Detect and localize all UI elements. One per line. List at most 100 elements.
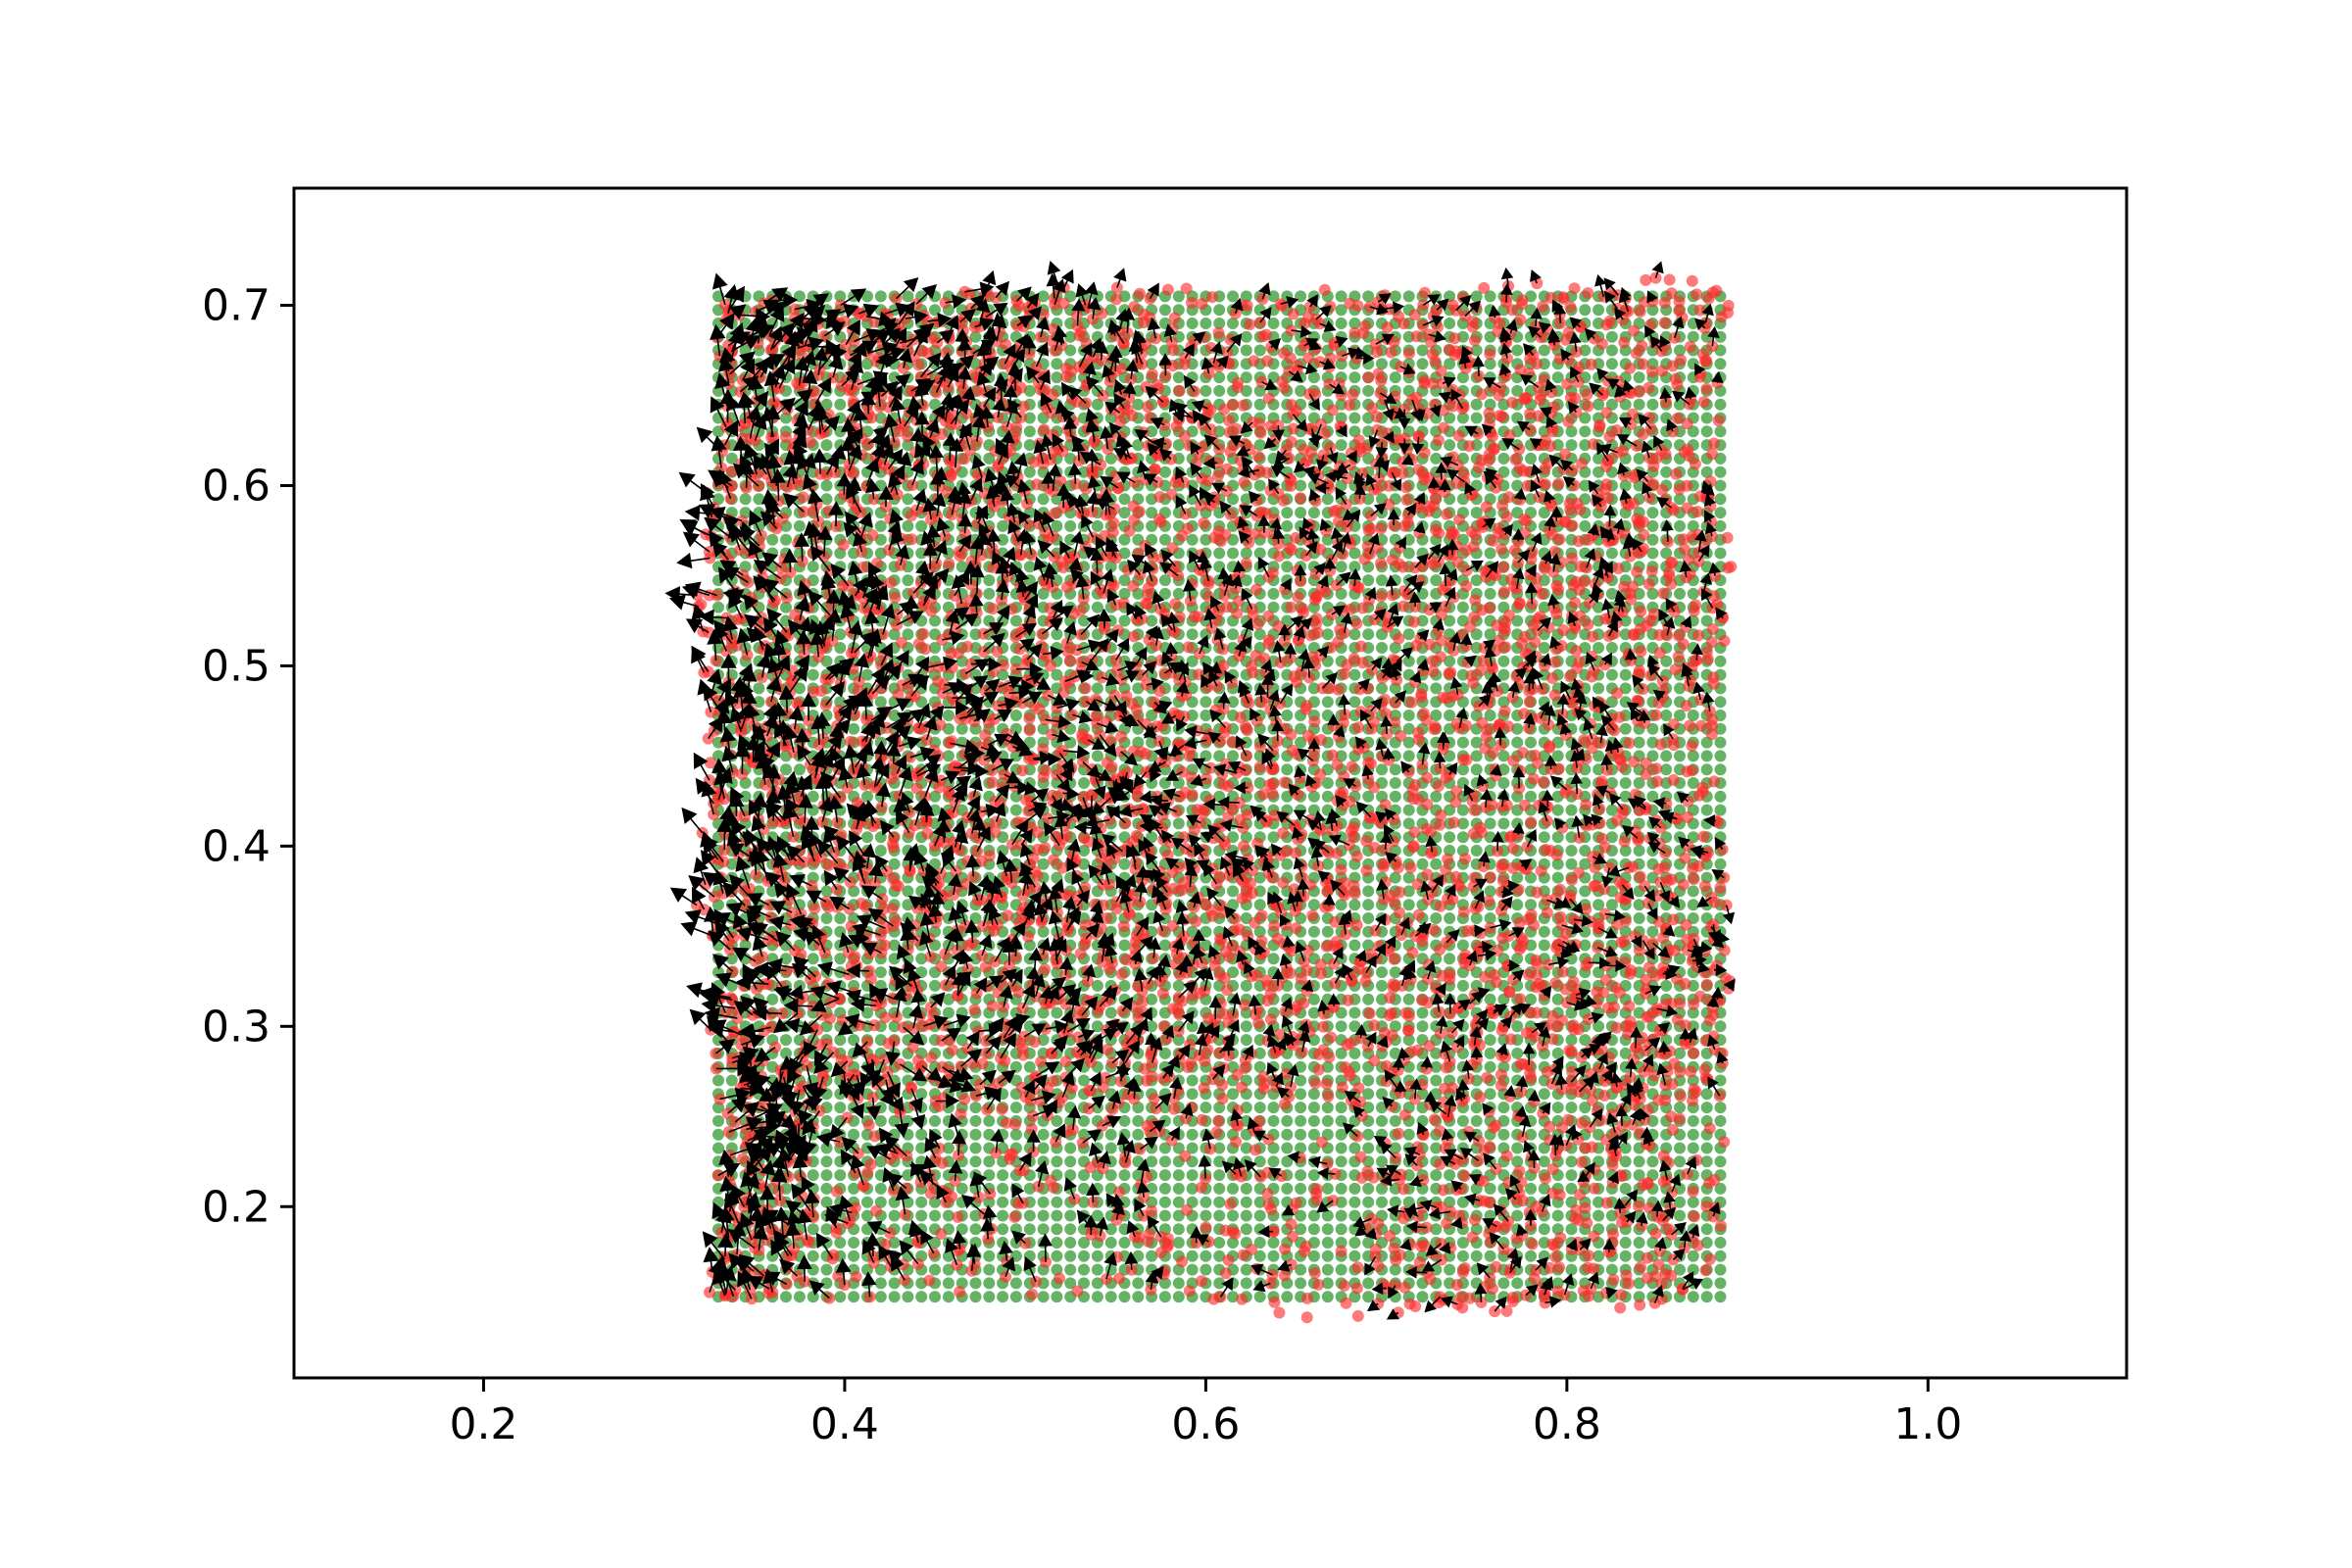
grid-point xyxy=(1362,993,1375,1005)
grid-point xyxy=(1551,1209,1564,1222)
grid-point xyxy=(1362,1128,1375,1141)
grid-point xyxy=(1267,1250,1280,1262)
grid-point xyxy=(1200,1209,1212,1222)
grid-point xyxy=(1700,1291,1713,1303)
grid-point xyxy=(915,1142,928,1154)
grid-point xyxy=(1605,668,1618,681)
grid-point xyxy=(1348,1182,1361,1195)
grid-point xyxy=(1118,614,1131,627)
grid-point xyxy=(1132,1114,1145,1127)
grid-point xyxy=(766,993,779,1005)
grid-point xyxy=(1565,845,1578,857)
grid-point xyxy=(1321,1114,1334,1127)
grid-point xyxy=(820,1169,833,1182)
grid-point xyxy=(712,1114,724,1127)
grid-point xyxy=(997,1196,1009,1208)
grid-point xyxy=(1619,1142,1632,1154)
grid-point xyxy=(1253,899,1266,911)
grid-point xyxy=(942,750,955,762)
grid-point xyxy=(1430,1169,1443,1182)
grid-point xyxy=(1118,1291,1131,1303)
grid-point xyxy=(1213,1237,1226,1249)
grid-point xyxy=(1307,899,1320,911)
grid-point xyxy=(848,1182,860,1195)
grid-point xyxy=(983,1114,996,1127)
grid-point xyxy=(1321,1291,1334,1303)
grid-point xyxy=(1281,507,1294,519)
grid-point xyxy=(1267,1142,1280,1154)
grid-point xyxy=(1335,1237,1348,1249)
grid-point xyxy=(1674,1209,1686,1222)
grid-point xyxy=(1497,1128,1510,1141)
grid-point xyxy=(1064,1169,1077,1182)
grid-point xyxy=(1295,1169,1307,1182)
grid-point xyxy=(1037,1196,1050,1208)
grid-point xyxy=(1402,710,1415,721)
grid-point xyxy=(1132,1169,1145,1182)
grid-point xyxy=(1295,1074,1307,1087)
grid-point xyxy=(1227,885,1239,898)
grid-point xyxy=(1335,1182,1348,1195)
grid-point xyxy=(1674,1263,1686,1276)
grid-point xyxy=(820,1223,833,1236)
grid-point xyxy=(1335,439,1348,452)
grid-point xyxy=(1538,939,1550,952)
grid-point xyxy=(1158,466,1171,478)
grid-point xyxy=(1633,452,1645,465)
grid-point xyxy=(1389,1114,1401,1127)
grid-point xyxy=(1525,993,1537,1005)
grid-point xyxy=(834,912,847,924)
grid-point xyxy=(983,587,996,600)
grid-point xyxy=(1389,966,1401,979)
grid-point xyxy=(1646,925,1659,938)
grid-point xyxy=(997,1182,1009,1195)
grid-point xyxy=(1307,1223,1320,1236)
grid-point xyxy=(1009,804,1022,816)
grid-point xyxy=(1132,439,1145,452)
grid-point xyxy=(874,1277,887,1290)
grid-point xyxy=(1444,912,1456,924)
grid-point xyxy=(888,1291,901,1303)
grid-point xyxy=(929,1114,941,1127)
grid-point xyxy=(915,1291,928,1303)
grid-point xyxy=(1051,1237,1063,1249)
grid-point xyxy=(1253,777,1266,789)
grid-point xyxy=(780,1034,792,1047)
grid-point xyxy=(1362,1182,1375,1195)
grid-point xyxy=(1551,750,1564,762)
grid-point xyxy=(1172,817,1185,830)
grid-point xyxy=(1456,979,1469,992)
grid-point xyxy=(712,601,724,613)
grid-point xyxy=(1091,601,1103,613)
grid-point xyxy=(1200,710,1212,721)
grid-point xyxy=(793,1291,806,1303)
grid-point xyxy=(1307,1209,1320,1222)
grid-point xyxy=(1240,1209,1252,1222)
grid-point xyxy=(1700,750,1713,762)
grid-point xyxy=(1470,1250,1483,1262)
grid-point xyxy=(1700,1277,1713,1290)
grid-point xyxy=(1484,817,1496,830)
grid-point xyxy=(1253,439,1266,452)
grid-point xyxy=(1295,1088,1307,1101)
grid-point xyxy=(1078,1263,1090,1276)
grid-point xyxy=(1064,1155,1077,1168)
grid-point xyxy=(1402,804,1415,816)
grid-point xyxy=(1714,804,1727,816)
grid-point xyxy=(1362,1074,1375,1087)
grid-point xyxy=(1416,858,1429,870)
grid-point xyxy=(942,1128,955,1141)
grid-point xyxy=(1091,519,1103,532)
grid-point xyxy=(1146,614,1158,627)
grid-point xyxy=(1104,1128,1117,1141)
grid-point xyxy=(1023,466,1036,478)
grid-point xyxy=(739,493,752,506)
grid-point xyxy=(712,1074,724,1087)
grid-point xyxy=(1295,1209,1307,1222)
grid-point xyxy=(1051,1006,1063,1019)
grid-point xyxy=(820,1182,833,1195)
grid-point xyxy=(807,1291,819,1303)
grid-point xyxy=(874,1114,887,1127)
grid-point xyxy=(1646,1155,1659,1168)
grid-point xyxy=(1172,1169,1185,1182)
